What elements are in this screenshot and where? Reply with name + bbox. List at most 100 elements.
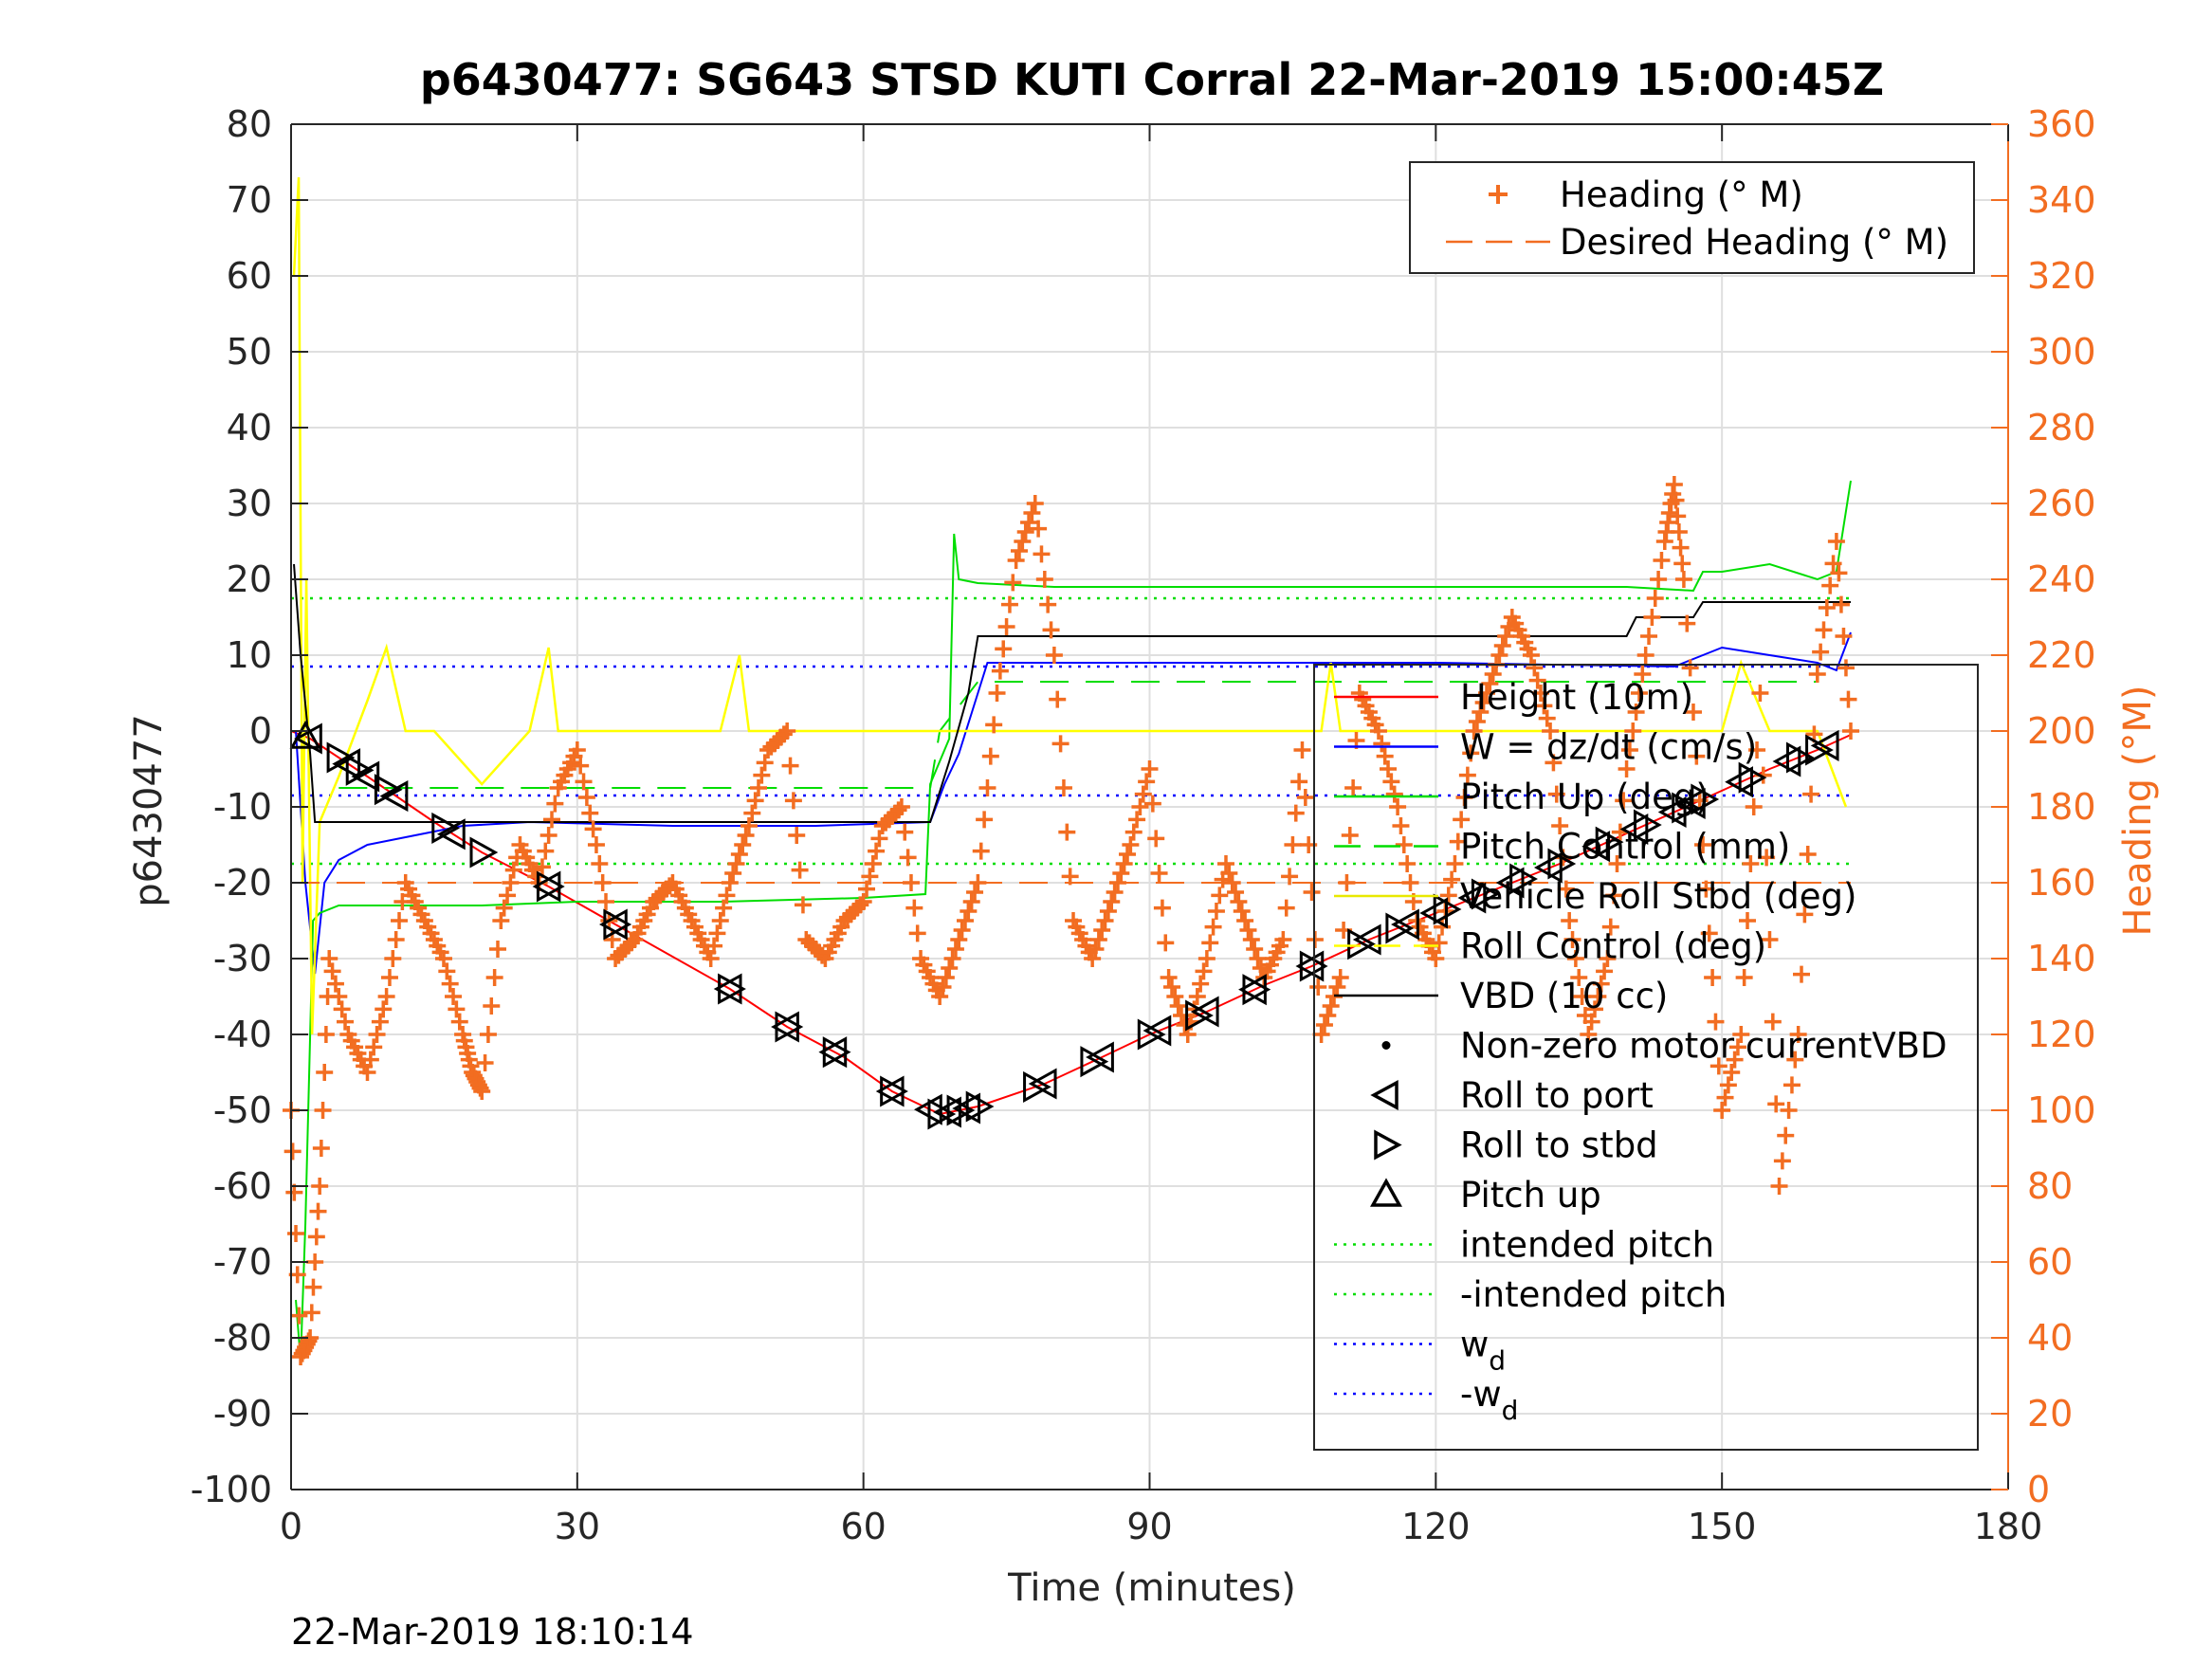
series-w-dz-dt-cm-s	[295, 631, 1852, 975]
roll-to-stbd-marker	[1672, 792, 1701, 824]
heading-point	[1739, 912, 1756, 929]
heading-point	[749, 779, 767, 796]
heading-point	[358, 1064, 376, 1081]
y-right-tick-label: 360	[2027, 103, 2096, 145]
series-layer	[283, 176, 1859, 1365]
heading-point	[788, 827, 806, 844]
heading-point	[1150, 865, 1168, 882]
heading-point	[1691, 792, 1709, 810]
heading-point	[391, 912, 409, 929]
legend-label: Pitch Control (mm)	[1460, 827, 1790, 868]
heading-point	[1547, 785, 1565, 803]
y-tick-label: -20	[213, 862, 272, 904]
heading-point	[1841, 722, 1859, 740]
legend-main-box	[1313, 664, 1979, 1451]
heading-point	[504, 861, 522, 879]
heading-point	[1650, 571, 1668, 588]
heading-point	[743, 804, 761, 822]
heading-point	[1392, 817, 1410, 834]
heading-point	[1430, 934, 1448, 952]
heading-point	[1535, 697, 1553, 715]
heading-point	[1230, 893, 1248, 910]
heading-point	[597, 893, 615, 910]
heading-point	[1493, 637, 1511, 654]
heading-point	[1786, 1051, 1804, 1069]
heading-point	[575, 773, 593, 791]
heading-point	[476, 1054, 494, 1071]
heading-point	[861, 868, 879, 886]
heading-point	[488, 941, 506, 958]
heading-point	[988, 685, 1006, 702]
roll-to-stbd-marker	[603, 908, 632, 941]
heading-point	[858, 880, 876, 898]
y-right-tick-label: 280	[2027, 407, 2096, 448]
heading-point	[499, 887, 517, 905]
legend-label: W = dz/dt (cm/s)	[1460, 727, 1757, 768]
heading-point	[1453, 811, 1471, 829]
heading-point	[283, 1143, 302, 1161]
heading-point	[1596, 962, 1614, 980]
y-tick-label: 20	[227, 558, 272, 600]
heading-point	[1369, 722, 1387, 740]
heading-point	[320, 950, 338, 967]
heading-point	[1054, 779, 1072, 796]
heading-point	[1796, 905, 1814, 923]
y-tick-label: 70	[227, 179, 272, 221]
heading-point	[1099, 903, 1117, 920]
heading-point	[1542, 722, 1560, 740]
heading-point	[1636, 647, 1654, 664]
roll-to-stbd-marker	[880, 1075, 908, 1107]
heading-point	[1808, 666, 1826, 683]
heading-point	[775, 725, 793, 743]
heading-point	[1207, 903, 1225, 920]
heading-point	[1799, 846, 1817, 863]
heading-point	[953, 922, 971, 939]
heading-point	[1331, 969, 1349, 986]
heading-point	[1045, 647, 1063, 664]
heading-point	[1315, 1016, 1333, 1033]
heading-point	[1793, 965, 1811, 983]
heading-point	[985, 716, 1003, 734]
heading-point	[1653, 552, 1671, 569]
roll-to-stbd-marker	[1509, 863, 1538, 895]
heading-point	[1599, 950, 1617, 967]
legend-label: Pitch up	[1460, 1175, 1601, 1216]
y-tick-label: 80	[227, 103, 272, 145]
heading-point	[1249, 950, 1267, 967]
heading-point	[702, 950, 720, 967]
heading-point	[1767, 1095, 1785, 1113]
heading-point	[1138, 773, 1156, 791]
heading-point	[1112, 865, 1130, 882]
heading-point	[978, 779, 996, 796]
heading-point	[1601, 918, 1619, 936]
heading-point	[854, 893, 872, 910]
heading-point	[1669, 507, 1687, 525]
roll-to-stbd-marker	[431, 812, 461, 844]
heading-point	[492, 912, 510, 929]
roll-to-stbd-marker	[536, 870, 565, 903]
heading-point	[708, 924, 726, 942]
heading-point	[1096, 912, 1114, 929]
y-tick-label: -30	[213, 938, 272, 979]
heading-point	[539, 827, 558, 844]
roll-to-stbd-marker	[1595, 826, 1624, 858]
legend-label: Heading (° M)	[1560, 174, 1803, 215]
heading-point	[1673, 555, 1691, 573]
heading-point	[1789, 1026, 1807, 1043]
heading-point	[715, 899, 733, 917]
heading-point	[1608, 855, 1626, 872]
heading-point	[1023, 504, 1041, 521]
heading-point	[1835, 628, 1853, 645]
x-tick-label: 30	[555, 1506, 600, 1547]
heading-point	[1716, 1088, 1734, 1106]
heading-point	[1058, 823, 1076, 841]
heading-point	[1605, 887, 1623, 905]
heading-point	[1770, 1178, 1788, 1195]
heading-point	[896, 823, 914, 841]
heading-point	[1748, 741, 1766, 759]
heading-point	[1169, 997, 1187, 1015]
heading-point	[1709, 1057, 1728, 1075]
heading-point	[1745, 798, 1763, 815]
heading-point	[1322, 997, 1340, 1015]
roll-to-stbd-marker	[927, 1098, 957, 1130]
